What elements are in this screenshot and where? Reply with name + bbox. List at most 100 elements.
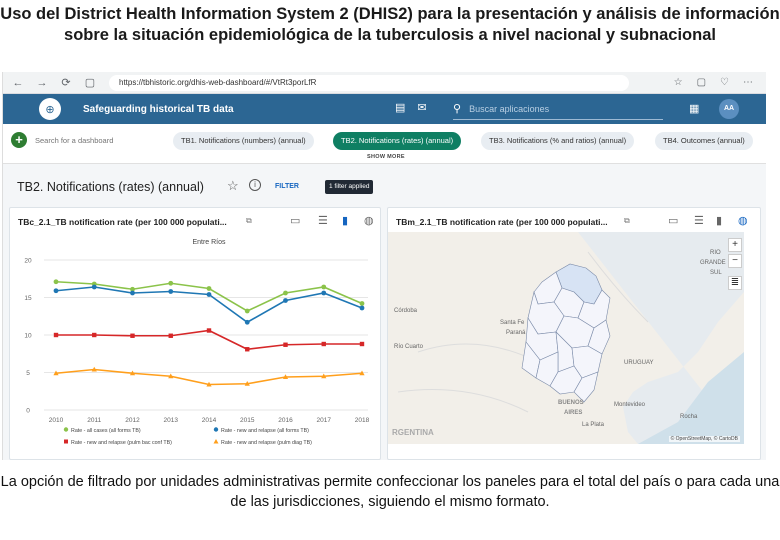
forward-icon[interactable]: → xyxy=(36,76,48,89)
reload-icon[interactable]: ⟳ xyxy=(61,77,71,89)
map-label: BUENOS xyxy=(558,400,584,406)
data-point xyxy=(206,381,212,387)
chart-panel: TBc_2.1_TB notification rate (per 100 00… xyxy=(9,207,381,460)
x-tick-label: 2016 xyxy=(278,417,293,424)
legend-label: Rate - new and relapse (pulm bac conf TB… xyxy=(71,440,172,446)
interpretations-icon[interactable]: ▤ xyxy=(395,102,406,114)
search-icon: ⚲ xyxy=(453,103,462,115)
user-avatar[interactable]: AA xyxy=(719,99,739,119)
data-point xyxy=(129,370,136,376)
dashboard-title: TB2. Notifications (rates) (annual) xyxy=(17,180,204,194)
entre-rios-departments xyxy=(521,263,611,403)
dashboard-chip-tb3[interactable]: TB3. Notifications (% and ratios) (annua… xyxy=(481,132,635,150)
map-panel: TBm_2.1_TB notification rate (per 100 00… xyxy=(387,207,761,460)
map-label: La Plata xyxy=(582,422,605,428)
data-point xyxy=(359,305,365,311)
info-icon[interactable]: i xyxy=(249,179,261,191)
view-chart-icon[interactable]: ▮ xyxy=(342,215,349,227)
y-tick-label: 15 xyxy=(24,295,32,302)
series-line xyxy=(56,329,362,351)
view-map-icon[interactable]: ◍ xyxy=(364,215,374,227)
data-point xyxy=(321,341,326,347)
view-chart-icon[interactable]: ▮ xyxy=(716,215,723,227)
x-tick-label: 2013 xyxy=(164,417,179,424)
app-search: ⚲ xyxy=(453,98,663,120)
legend-marker xyxy=(213,427,219,432)
site-info-icon[interactable]: ▢ xyxy=(84,77,96,89)
data-point xyxy=(53,279,59,285)
add-dashboard-button[interactable]: + xyxy=(11,132,27,148)
data-point xyxy=(168,289,174,294)
data-point xyxy=(53,332,59,338)
interpretations-toggle-icon[interactable]: ▭ xyxy=(668,215,679,227)
filter-badge[interactable]: 1 filter applied xyxy=(325,180,374,194)
browser-menu-icon[interactable]: ⋯ xyxy=(743,77,753,88)
apps-grid-icon[interactable]: ▦ xyxy=(689,103,700,115)
legend-marker xyxy=(64,439,68,444)
dashboard-bar: + TB1. Notifications (numbers) (annual) … xyxy=(3,124,766,164)
map-basemap xyxy=(397,232,744,444)
choropleth-map[interactable]: RIO GRANDE SUL Córdoba Santa Fe Paraná U… xyxy=(388,232,744,444)
data-point xyxy=(53,370,59,376)
x-tick-label: 2011 xyxy=(87,417,101,424)
extension-icon[interactable]: ▢ xyxy=(696,77,707,88)
data-point xyxy=(130,286,135,292)
bookmark-star-icon[interactable]: ☆ xyxy=(673,77,683,88)
data-point xyxy=(91,284,97,290)
app-title: Safeguarding historical TB data xyxy=(83,103,234,115)
legend-label: Rate - new and relapse (all forms TB) xyxy=(221,428,309,434)
zoom-in-button[interactable]: + xyxy=(728,238,742,252)
map-label: Río Cuarto xyxy=(394,344,424,350)
messages-icon[interactable]: ✉ xyxy=(417,102,427,114)
dhis2-screenshot: ← → ⟳ ▢ https://tbhistoric.org/dhis-web-… xyxy=(2,72,766,460)
view-table-icon[interactable]: ☰ xyxy=(318,215,328,227)
slide-caption: La opción de filtrado por unidades admin… xyxy=(0,474,780,510)
notification-rate-line-chart: Entre Ríos 0 5 10 15 20 2010 2011 2012 2013 2014 20… xyxy=(24,239,369,446)
legend-marker xyxy=(63,427,69,432)
legend-label: Rate - all cases (all forms TB) xyxy=(71,428,141,434)
map-label: SUL xyxy=(710,270,722,276)
data-point xyxy=(359,301,365,306)
x-tick-label: 2015 xyxy=(240,417,255,424)
x-tick-label: 2017 xyxy=(317,417,332,424)
open-external-icon[interactable]: ⧉ xyxy=(246,216,252,225)
favorites-icon[interactable]: ♡ xyxy=(720,77,729,88)
view-table-icon[interactable]: ☰ xyxy=(694,215,704,227)
show-more-button[interactable]: SHOW MORE xyxy=(367,154,405,160)
data-point xyxy=(53,288,59,294)
data-point xyxy=(282,374,289,379)
zoom-out-button[interactable]: − xyxy=(728,254,742,268)
map-label: GRANDE xyxy=(700,260,726,266)
slide-title: Uso del District Health Information Syst… xyxy=(0,5,780,44)
data-point xyxy=(359,341,365,347)
browser-toolbar: ← → ⟳ ▢ https://tbhistoric.org/dhis-web-… xyxy=(3,72,766,94)
filter-button[interactable]: FILTER xyxy=(275,183,299,190)
data-point xyxy=(130,290,135,296)
map-attribution: © OpenStreetMap, © CartoDB xyxy=(668,436,740,442)
chart-panel-title: TBc_2.1_TB notification rate (per 100 00… xyxy=(18,217,227,227)
data-point xyxy=(91,366,97,372)
dashboard-search-input[interactable] xyxy=(35,130,159,150)
map-label: RGENTINA xyxy=(392,428,434,437)
dashboard-chip-tb2[interactable]: TB2. Notifications (rates) (annual) xyxy=(333,132,462,150)
back-icon[interactable]: ← xyxy=(12,76,24,89)
star-icon[interactable]: ☆ xyxy=(227,178,239,193)
legend-marker xyxy=(213,439,219,444)
data-point xyxy=(321,373,327,379)
legend-toggle-button[interactable]: ≣ xyxy=(728,276,742,290)
data-point xyxy=(283,290,288,296)
y-tick-label: 20 xyxy=(24,258,32,265)
dashboard-chip-tb1[interactable]: TB1. Notifications (numbers) (annual) xyxy=(173,132,314,150)
dashboard-chip-tb4[interactable]: TB4. Outcomes (annual) xyxy=(655,132,753,150)
data-point xyxy=(244,319,250,325)
view-map-icon[interactable]: ◍ xyxy=(738,215,748,227)
x-tick-label: 2014 xyxy=(202,417,217,424)
address-bar[interactable]: https://tbhistoric.org/dhis-web-dashboar… xyxy=(109,74,629,91)
x-tick-label: 2010 xyxy=(49,417,64,424)
open-external-icon[interactable]: ⧉ xyxy=(624,216,630,225)
data-point xyxy=(321,290,327,296)
app-search-input[interactable] xyxy=(469,103,640,114)
interpretations-toggle-icon[interactable]: ▭ xyxy=(290,215,301,227)
data-point xyxy=(206,328,212,333)
who-logo-icon[interactable]: ⊕ xyxy=(39,98,61,120)
